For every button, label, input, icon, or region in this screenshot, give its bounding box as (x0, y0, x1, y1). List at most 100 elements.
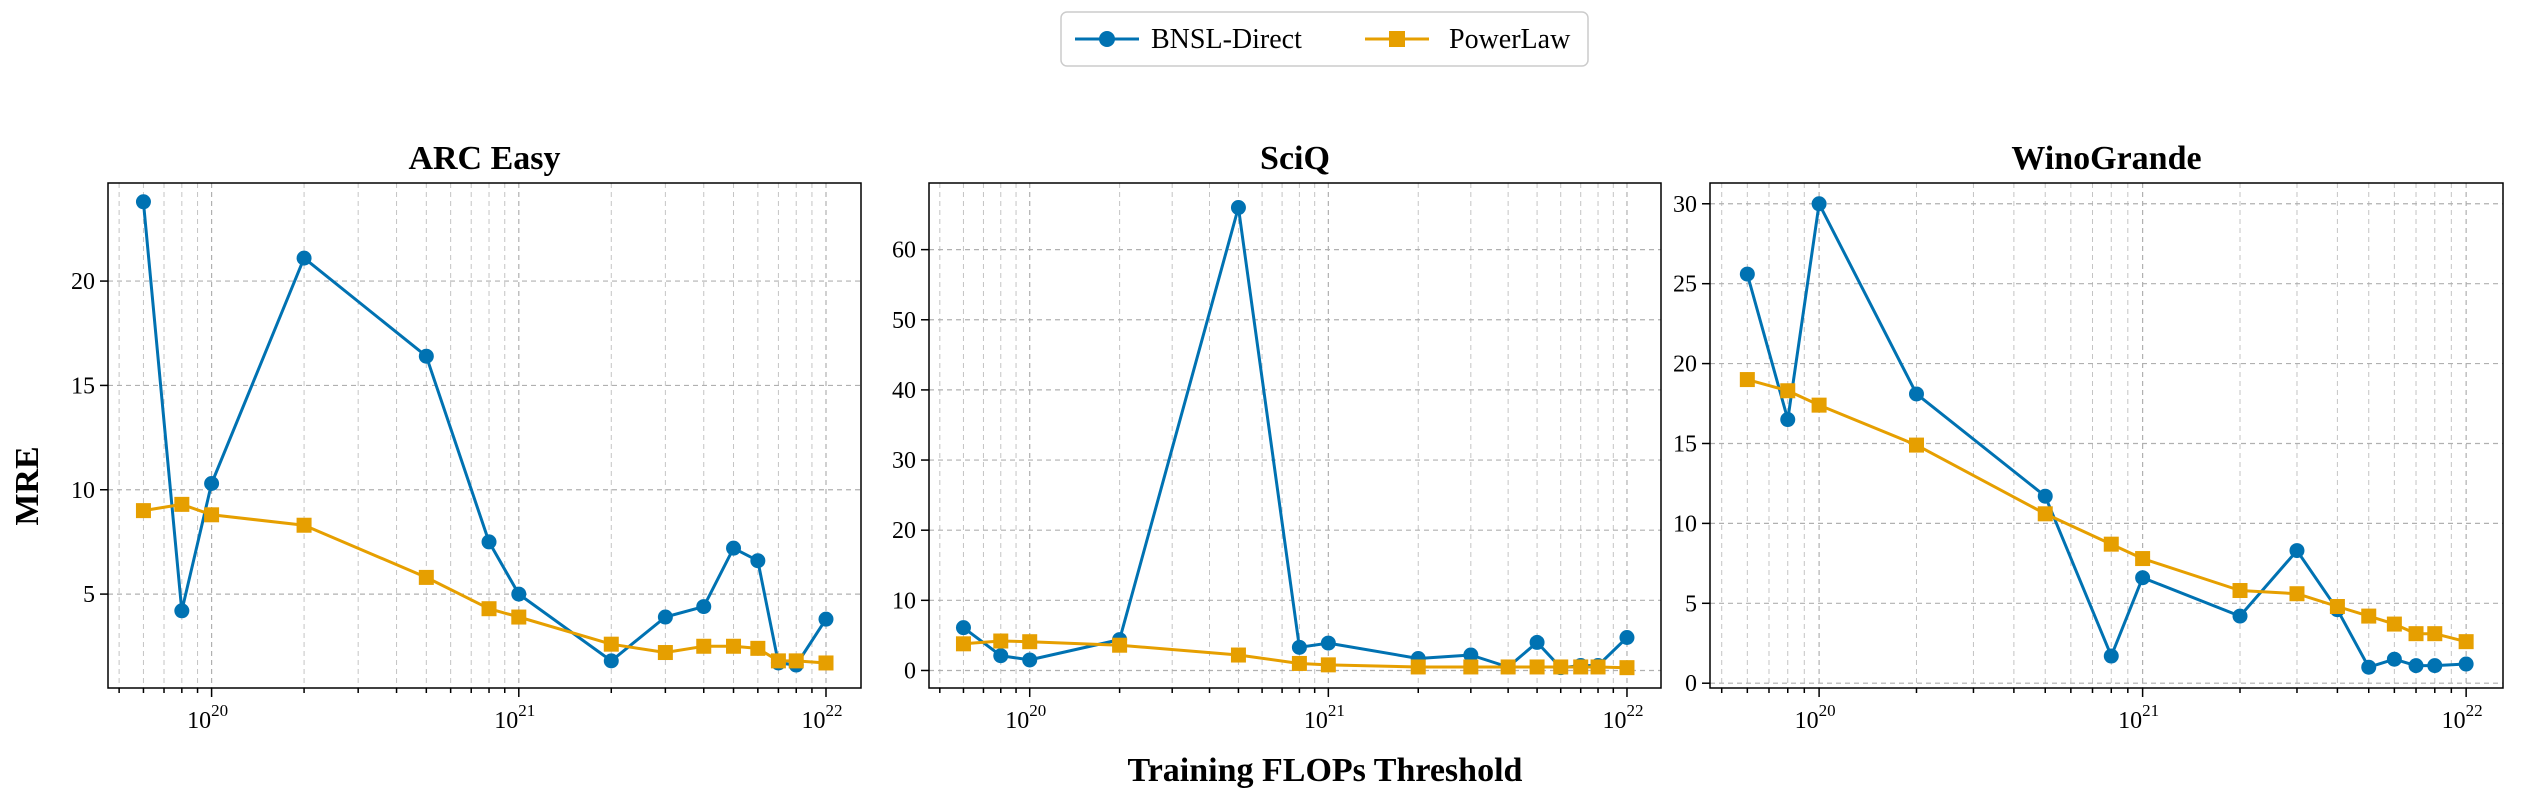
data-point-powerlaw (1553, 659, 1569, 675)
y-tick-label: 10 (892, 588, 916, 614)
data-point-powerlaw (993, 633, 1009, 649)
x-axis-title: Training FLOPs Threshold (1128, 752, 1523, 789)
panel-title-arc-easy: ARC Easy (408, 140, 560, 177)
x-tick-exponent: 21 (518, 701, 535, 720)
x-tick-exponent: 20 (1029, 701, 1046, 720)
data-point-powerlaw (788, 653, 804, 669)
panel-title-sciq: SciQ (1260, 140, 1330, 177)
y-tick-label: 15 (1673, 431, 1697, 457)
data-point-powerlaw (1112, 637, 1128, 653)
data-point-powerlaw (603, 636, 619, 652)
data-point-powerlaw (1780, 383, 1796, 399)
y-tick-label: 25 (1673, 272, 1697, 298)
x-tick-label: 1020 (1795, 701, 1836, 734)
data-point-bnsl-direct (2427, 658, 2443, 674)
x-tick-exponent: 22 (2466, 701, 2483, 720)
data-point-powerlaw (1500, 659, 1516, 675)
x-tick-label: 1022 (801, 701, 842, 734)
legend-swatch-bnsl-marker (1099, 31, 1115, 47)
series-line-bnsl-direct-arc-easy (141, 201, 828, 667)
y-tick-label: 60 (892, 238, 916, 264)
y-tick-label: 50 (892, 308, 916, 334)
grid-winogrande (1710, 183, 2503, 688)
x-tick-exponent: 21 (1328, 701, 1345, 720)
data-point-powerlaw (511, 609, 527, 625)
data-point-bnsl-direct (1811, 196, 1827, 212)
y-tick-label: 30 (892, 448, 916, 474)
data-point-bnsl-direct (135, 194, 151, 210)
panel-title-winogrande: WinoGrande (2011, 140, 2201, 177)
data-point-powerlaw (955, 636, 971, 652)
data-point-powerlaw (2427, 626, 2443, 642)
legend-frame (1060, 11, 1589, 67)
legend: BNSL-Direct PowerLaw (1060, 11, 1589, 67)
x-tick-exponent: 20 (211, 701, 228, 720)
data-point-bnsl-direct (2232, 608, 2248, 624)
data-point-powerlaw (2232, 583, 2248, 599)
data-point-powerlaw (2386, 616, 2402, 632)
data-point-powerlaw (750, 640, 766, 656)
data-point-bnsl-direct (1739, 266, 1755, 282)
legend-label-powerlaw: PowerLaw (1449, 24, 1571, 55)
x-tick-label: 1021 (2118, 701, 2159, 734)
data-point-powerlaw (1230, 647, 1246, 663)
y-tick-label: 10 (1673, 511, 1697, 537)
data-point-bnsl-direct (2103, 648, 2119, 664)
x-tick-label: 1022 (2442, 701, 2483, 734)
y-tick-label: 20 (71, 269, 95, 295)
y-axis-title: MRE (9, 446, 46, 525)
data-point-powerlaw (1463, 659, 1479, 675)
data-point-powerlaw (726, 638, 742, 654)
data-point-powerlaw (2289, 586, 2305, 602)
data-point-bnsl-direct (657, 609, 673, 625)
data-point-bnsl-direct (1529, 634, 1545, 650)
y-tick-label: 5 (1685, 591, 1697, 617)
data-point-powerlaw (1590, 659, 1606, 675)
data-point-powerlaw (2329, 598, 2345, 614)
data-point-powerlaw (2408, 626, 2424, 642)
y-tick-label: 10 (71, 478, 95, 504)
y-tick-label: 20 (892, 518, 916, 544)
data-point-bnsl-direct (818, 611, 834, 627)
data-point-bnsl-direct (750, 553, 766, 569)
data-point-bnsl-direct (1230, 200, 1246, 216)
legend-label-bnsl-direct: BNSL-Direct (1151, 24, 1302, 55)
data-point-bnsl-direct (2386, 651, 2402, 667)
data-point-powerlaw (296, 517, 312, 533)
x-tick-exponent: 22 (1626, 701, 1643, 720)
data-point-bnsl-direct (993, 648, 1009, 664)
data-point-powerlaw (1739, 372, 1755, 388)
data-point-powerlaw (204, 507, 220, 523)
y-tick-label: 30 (1673, 192, 1697, 218)
data-point-bnsl-direct (1619, 630, 1635, 645)
legend-swatch-powerlaw-marker (1389, 31, 1405, 47)
y-tick-label: 20 (1673, 352, 1697, 378)
x-tick-exponent: 22 (825, 701, 842, 720)
data-point-powerlaw (2458, 634, 2474, 650)
data-point-bnsl-direct (481, 534, 497, 550)
data-point-bnsl-direct (2458, 656, 2474, 672)
plot-frame-winogrande (1709, 182, 2504, 689)
y-tick-label: 15 (71, 373, 95, 399)
data-point-powerlaw (1529, 659, 1545, 675)
data-point-powerlaw (657, 645, 673, 661)
data-point-bnsl-direct (2135, 570, 2151, 586)
data-point-powerlaw (1320, 657, 1336, 673)
data-point-bnsl-direct (1022, 652, 1038, 668)
data-point-powerlaw (2037, 506, 2053, 522)
y-tick-label: 5 (83, 582, 95, 608)
data-point-powerlaw (1291, 655, 1307, 671)
data-point-powerlaw (418, 569, 434, 585)
data-point-bnsl-direct (296, 250, 312, 266)
series-line-bnsl-direct-winogrande (1745, 202, 2467, 669)
x-tick-label: 1022 (1602, 701, 1643, 734)
data-point-bnsl-direct (418, 348, 434, 364)
data-point-powerlaw (481, 601, 497, 617)
data-point-powerlaw (2103, 536, 2119, 552)
data-point-powerlaw (1908, 437, 1924, 453)
y-tick-label: 0 (1685, 671, 1697, 697)
x-tick-exponent: 20 (1819, 701, 1836, 720)
